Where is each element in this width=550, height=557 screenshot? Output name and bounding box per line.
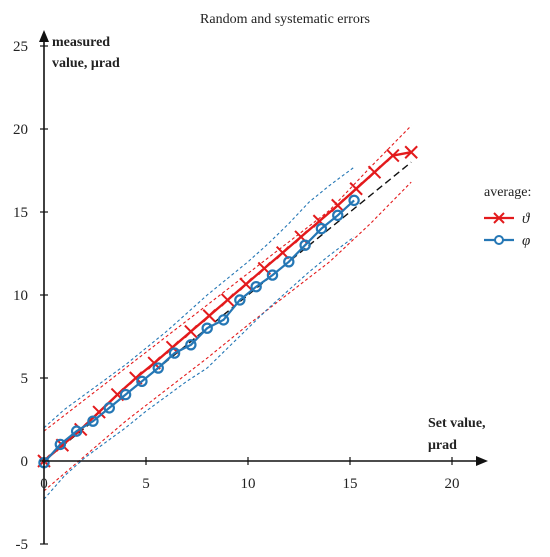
legend-title: average: [484,185,531,200]
x-axis-title-line-2: μrad [428,438,457,453]
x-tick-label: 15 [343,476,358,492]
series-phi-point [54,438,67,451]
x-ticks: 0 5 10 15 20 [40,457,460,492]
y-axis-title: measured value, μrad [52,35,120,71]
series-phi-point [168,347,181,359]
x-tick-label: 10 [241,476,256,492]
legend-phi-marker [494,235,504,245]
y-axis-title-line-2: value, μrad [52,56,120,71]
x-axis-arrow [476,456,488,466]
series-phi-point [315,222,328,235]
theta-band-upper [43,125,412,432]
series-phi-point [299,239,311,251]
y-tick-label: -5 [16,537,29,553]
x-tick-label: 0 [40,476,48,492]
series-theta-point [367,165,382,179]
series-theta-point [386,148,400,163]
y-tick-label: 5 [21,371,29,387]
plot-area [37,125,418,500]
series-theta-point [220,293,235,307]
series-theta-line [43,151,412,462]
y-ticks: -5 0 5 10 15 20 25 [13,39,48,553]
phi-band-upper [43,166,355,429]
series-phi-point [217,314,230,326]
y-tick-label: 20 [13,122,28,138]
series-phi-point [283,256,295,268]
legend-theta-label: ϑ [522,211,531,227]
axes: 0 5 10 15 20 -5 0 5 10 15 20 25 [13,30,488,553]
series-theta-point [349,182,363,196]
series-phi-point [87,415,99,427]
series-phi-point [348,194,360,207]
y-axis-arrow [39,30,49,42]
series-phi-point [185,339,197,351]
phi-band-lower [43,236,355,500]
series-phi-line [43,199,355,464]
legend-items: ϑφ [484,211,531,249]
series-layer [37,145,418,469]
series-phi [38,194,360,469]
series-theta-point [184,324,198,339]
x-tick-label: 20 [445,476,460,492]
series-phi-point [266,269,279,281]
series-phi-point [234,294,246,306]
series-phi-point [250,281,262,293]
y-tick-label: 15 [13,205,28,221]
y-tick-label: 25 [13,39,28,55]
x-axis-title: Set value, μrad [428,416,486,453]
chart-title: Random and systematic errors [200,12,370,27]
series-theta-point [239,277,253,291]
series-theta-point [202,309,216,323]
legend: average: ϑφ [484,185,531,249]
error-bands [43,125,412,500]
y-tick-label: 10 [13,288,28,304]
legend-phi-label: φ [522,233,530,249]
series-phi-point [136,375,148,388]
series-theta-point [404,145,418,159]
theta-band-lower [43,181,412,492]
series-theta-point [331,198,345,213]
series-phi-point [119,388,132,401]
legend-theta-marker [493,212,505,224]
y-axis-title-line-1: measured [52,35,110,50]
x-tick-label: 5 [142,476,150,492]
series-phi-point [201,322,213,334]
y-tick-label: 0 [21,454,29,470]
series-phi-point [332,209,344,222]
x-axis-title-line-1: Set value, [428,416,486,431]
series-phi-point [70,425,83,437]
series-phi-point [103,402,115,414]
series-phi-point [152,362,164,374]
